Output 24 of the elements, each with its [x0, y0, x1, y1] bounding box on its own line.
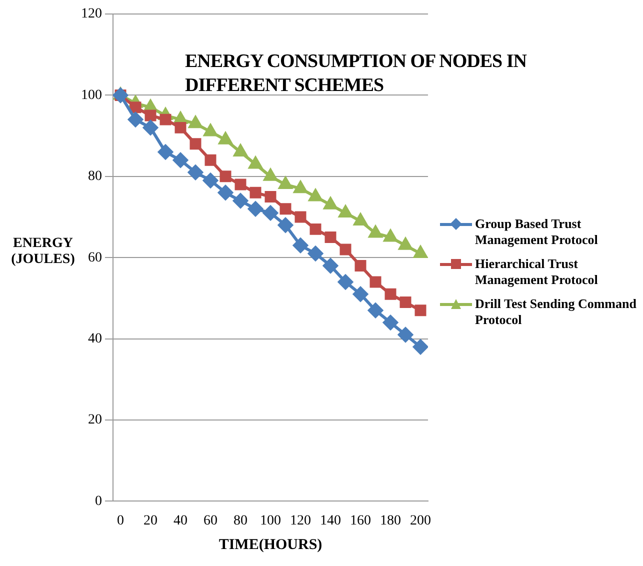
x-tick-label: 200 — [410, 513, 431, 528]
x-tick-label: 40 — [174, 513, 188, 528]
x-tick-label: 20 — [144, 513, 158, 528]
y-tick-label: 120 — [81, 6, 102, 22]
x-tick-label: 60 — [204, 513, 218, 528]
x-tick-label: 160 — [350, 513, 371, 528]
x-tick-label: 140 — [320, 513, 341, 528]
x-tick-label: 0 — [117, 513, 124, 528]
legend-label: Drill Test Sending Command Protocol — [475, 296, 638, 328]
y-axis-title: ENERGY (JOULES) — [10, 236, 76, 268]
y-tick-label: 100 — [81, 88, 102, 103]
y-tick-label: 0 — [95, 494, 102, 509]
legend-label: Hierarchical Trust Management Protocol — [475, 256, 599, 288]
y-tick-label: 20 — [88, 412, 102, 428]
text: ENERGY CONSUMPTION OF NODES IN DIFFERENT SCHEMES — [185, 50, 528, 98]
y-tick-label: 60 — [88, 250, 102, 266]
y-tick-label: 40 — [88, 331, 102, 346]
y-tick-label: 80 — [88, 169, 102, 184]
x-tick-label: 180 — [380, 513, 401, 528]
legend-label: Group Based Trust Management Protocol — [475, 216, 599, 248]
x-tick-label: 80 — [234, 513, 248, 528]
x-tick-label: 120 — [290, 513, 311, 528]
x-axis-title: TIME(HOURS) — [218, 536, 322, 553]
x-tick-label: 100 — [260, 513, 281, 528]
